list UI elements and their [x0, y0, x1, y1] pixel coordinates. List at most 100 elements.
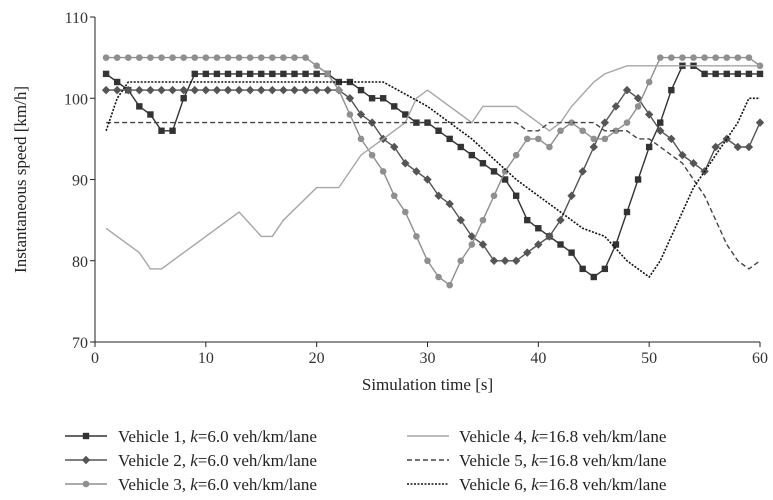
series-2-point	[234, 85, 244, 95]
x-tick-label: 30	[420, 350, 436, 367]
legend-item-5: Vehicle 5, k=16.8 veh/km/lane	[407, 451, 666, 470]
series-3-point	[579, 127, 586, 135]
series-1-point	[346, 78, 354, 86]
series-3-point	[213, 54, 221, 61]
series-3-point	[357, 135, 365, 143]
series-3-point	[158, 54, 165, 61]
series-2-point	[589, 142, 598, 152]
x-tick-label: 40	[530, 350, 546, 367]
series-3-point	[302, 54, 309, 61]
series-3-point	[679, 54, 686, 61]
series-1-line	[105, 65, 760, 278]
series-2-point	[212, 85, 222, 95]
series-2-point	[744, 142, 754, 152]
series-3-point	[446, 281, 453, 289]
series-2-point	[523, 248, 532, 257]
series-2	[101, 85, 765, 265]
series-1-point	[457, 143, 464, 151]
legend-marker	[82, 432, 90, 440]
legend: Vehicle 1, k=6.0 veh/km/lane Vehicle 2, k…	[65, 427, 666, 494]
legend-label: Vehicle 4, k=16.8 veh/km/lane	[459, 427, 666, 446]
series-2-point	[390, 142, 399, 152]
series-1-point	[535, 225, 542, 232]
series-3-point	[668, 54, 675, 61]
series-2-point	[633, 94, 643, 103]
series-3-point	[479, 216, 487, 224]
series-2-point	[412, 167, 421, 176]
legend-item-6: Vehicle 6, k=16.8 veh/km/lane	[407, 475, 666, 494]
series-3-point	[180, 54, 187, 61]
series-2-point	[689, 159, 698, 168]
series-3-point	[457, 257, 465, 265]
series-1-point	[291, 70, 298, 78]
series-3-point	[124, 54, 132, 61]
plot-area: 0 10 20 30 40 50 60 70 80 90 100 110	[64, 10, 768, 367]
series-3-point	[501, 168, 509, 175]
series-4	[105, 65, 760, 270]
series-1-point	[180, 95, 187, 102]
series-1-point	[668, 86, 675, 94]
series-3-point	[402, 208, 409, 216]
x-tick-label: 50	[641, 350, 657, 367]
series-1-point	[202, 70, 210, 78]
series-3-point	[645, 78, 653, 86]
series-2-point	[456, 215, 465, 225]
series-2-point	[545, 232, 554, 241]
legend-marker	[81, 455, 91, 465]
series-1-point	[501, 176, 509, 183]
legend-label: Vehicle 5, k=16.8 veh/km/lane	[459, 451, 666, 470]
series-2-point	[279, 85, 288, 95]
series-3-point	[202, 54, 210, 61]
series-6-line	[105, 81, 760, 279]
series-1-point	[557, 241, 564, 248]
y-axis-title: Instantaneous speed [km/h]	[11, 86, 30, 273]
series-1-point	[213, 70, 221, 78]
series-2-point	[168, 85, 177, 95]
series-2-point	[534, 240, 543, 249]
series-2-point	[323, 85, 332, 95]
series-3-point	[313, 62, 320, 70]
series-1-point	[568, 249, 575, 256]
series-3-point	[623, 119, 631, 126]
series-3-point	[324, 70, 332, 78]
series-2-point	[190, 85, 199, 95]
series-1-point	[745, 70, 753, 78]
legend-label: Vehicle 2, k=6.0 veh/km/lane	[118, 451, 317, 470]
series-3-point	[136, 54, 143, 61]
series-3-point	[546, 143, 553, 151]
series-1-point	[280, 70, 287, 78]
series-2-point	[124, 85, 133, 95]
series-2-point	[611, 102, 621, 111]
series-2-point	[434, 191, 443, 200]
series-2-point	[578, 167, 587, 176]
series-1-point	[391, 103, 398, 110]
series-1-point	[402, 111, 409, 118]
series-3-point	[723, 54, 731, 61]
series-3-point	[280, 54, 287, 61]
series-1-point	[524, 216, 531, 224]
series-3-point	[634, 103, 642, 110]
y-tick-label: 70	[72, 335, 88, 352]
series-3-point	[535, 135, 542, 143]
series-2-point	[711, 142, 720, 152]
series-3-point	[113, 54, 121, 61]
series-3-point	[468, 241, 476, 248]
series-1-point	[601, 265, 609, 273]
series-2-point	[356, 110, 366, 119]
series-1-point	[756, 70, 764, 78]
series-3-point	[523, 135, 531, 143]
series-3-point	[102, 54, 110, 61]
legend-item-2: Vehicle 2, k=6.0 veh/km/lane	[65, 451, 317, 470]
series-2-point	[157, 85, 166, 95]
series-2-point	[755, 118, 765, 127]
series-1-point	[413, 119, 420, 126]
series-4-line	[105, 65, 760, 270]
series-3-point	[235, 54, 243, 61]
series-1-point	[191, 70, 198, 78]
y-axis-ticks: 70 80 90 100 110	[64, 10, 95, 352]
series-1-point	[169, 127, 176, 134]
y-tick-label: 80	[72, 254, 88, 271]
series-2-point	[556, 215, 565, 225]
series-2-point	[600, 118, 610, 127]
